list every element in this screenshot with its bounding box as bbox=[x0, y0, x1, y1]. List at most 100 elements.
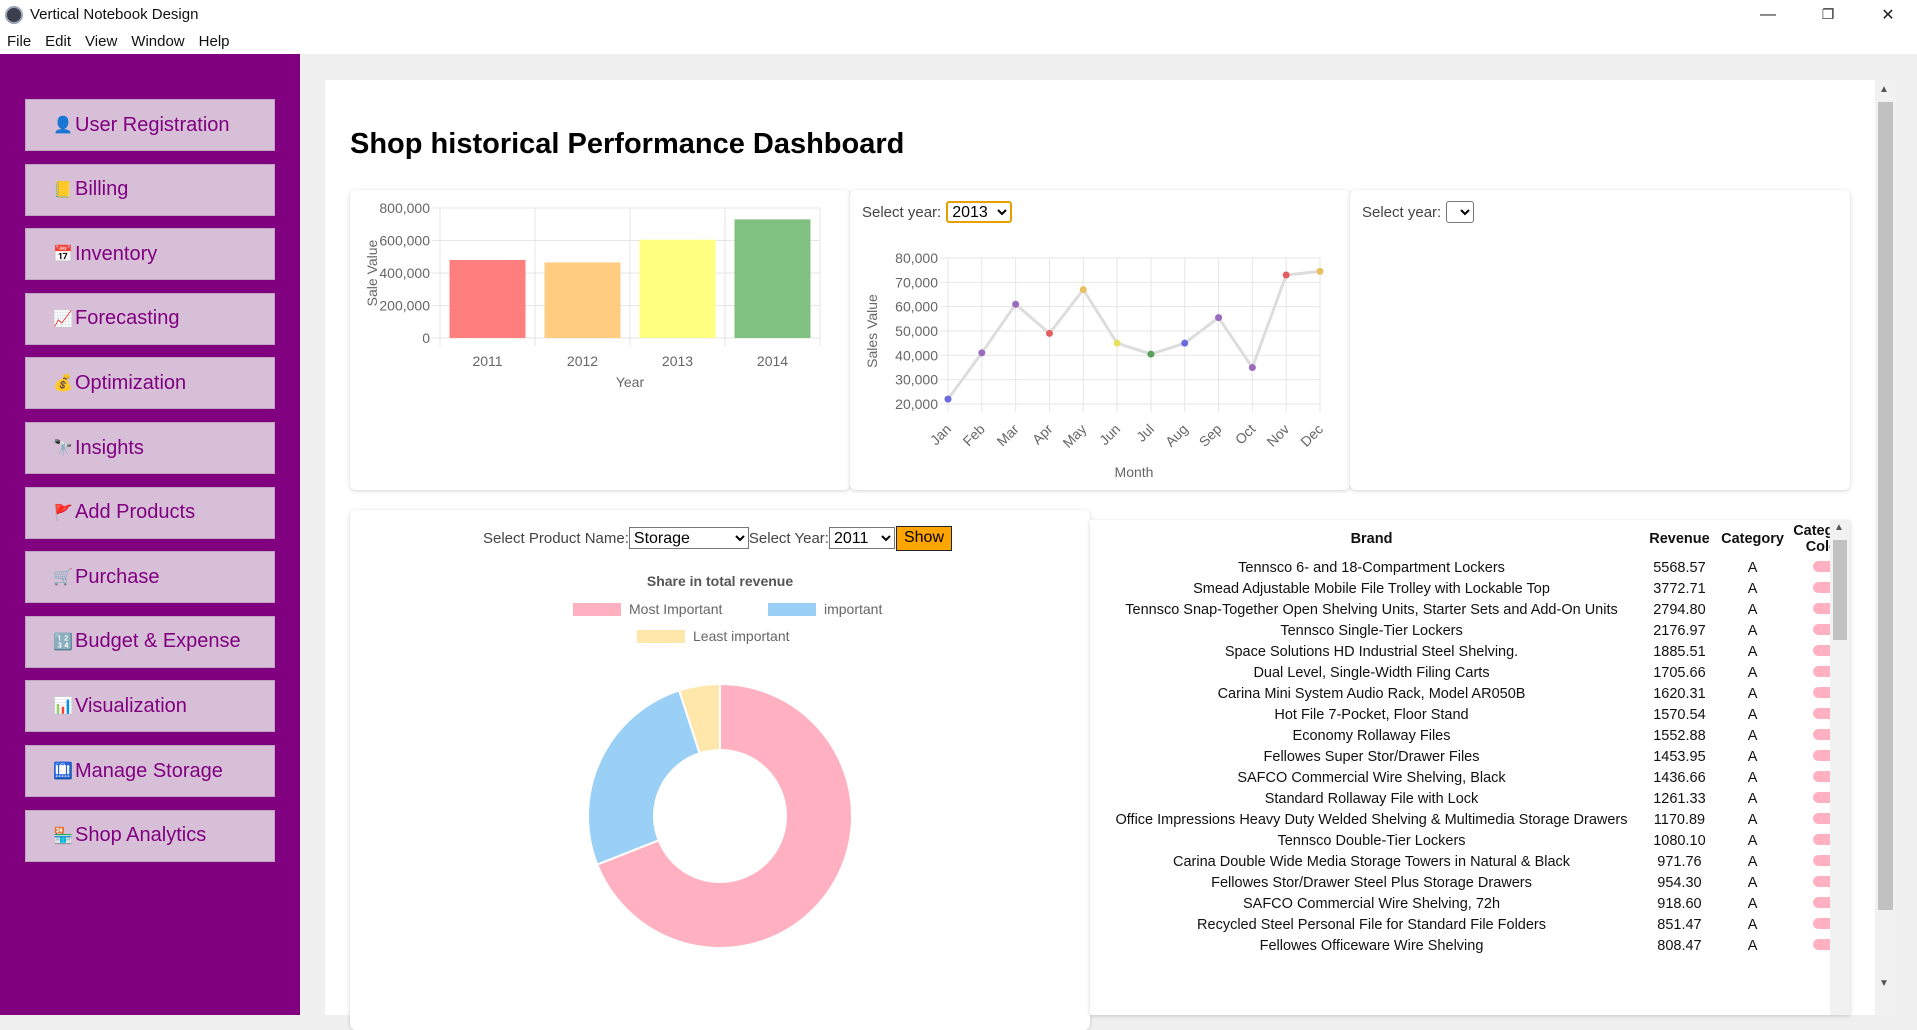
menu-help[interactable]: Help bbox=[198, 33, 230, 50]
select-product-label: Select Product Name: bbox=[483, 529, 629, 547]
brand-cell: Dual Level, Single-Width Filing Carts bbox=[1253, 665, 1490, 681]
year-select[interactable]: 2013 bbox=[946, 201, 1013, 223]
sidebar-item-inventory[interactable]: 📅 Inventory bbox=[25, 228, 275, 281]
category-color-swatch bbox=[1812, 792, 1837, 803]
revenue-cell: 1170.89 bbox=[1653, 812, 1706, 828]
sidebar-item-manage-storage[interactable]: 🛄 Manage Storage bbox=[25, 745, 275, 797]
sidebar-item-purchase[interactable]: 🛒 Purchase bbox=[25, 551, 275, 604]
sidebar-item-add-products[interactable]: 🚩 Add Products bbox=[25, 486, 275, 539]
revenue-cell: 971.76 bbox=[1657, 854, 1702, 870]
app-icon bbox=[5, 5, 23, 24]
page-scroll-down-icon[interactable]: ▼ bbox=[1879, 978, 1889, 989]
brand-cell: Tennsco Single-Tier Lockers bbox=[1280, 623, 1463, 639]
x-tick-label: Jun bbox=[1096, 421, 1123, 448]
revenue-cell: 1453.95 bbox=[1653, 749, 1706, 765]
category-cell: A bbox=[1747, 833, 1758, 849]
revenue-cell: 1552.88 bbox=[1653, 728, 1706, 744]
table-scroll-up-icon[interactable]: ▲ bbox=[1834, 522, 1844, 533]
x-tick-label: 2012 bbox=[567, 353, 598, 369]
menu-edit[interactable]: Edit bbox=[45, 33, 72, 50]
category-color-swatch bbox=[1812, 624, 1837, 635]
x-tick-label: Aug bbox=[1162, 421, 1191, 450]
table-row: Carina Mini System Audio Rack, Model AR0… bbox=[1102, 684, 1850, 705]
user-icon: 👤 bbox=[53, 117, 73, 134]
brand-cell: Space Solutions HD Industrial Steel Shel… bbox=[1224, 644, 1519, 660]
brand-cell: Economy Rollaway Files bbox=[1292, 728, 1451, 744]
product-filter: Select Product Name: Storage Select Year… bbox=[483, 525, 952, 551]
point-Jan bbox=[944, 395, 952, 403]
sidebar-item-label: Add Products bbox=[75, 501, 196, 524]
point-May bbox=[1079, 286, 1087, 294]
product-select[interactable]: Storage bbox=[628, 527, 749, 549]
category-color-swatch bbox=[1812, 582, 1837, 593]
page-scrollbar[interactable]: ▲ ▼ bbox=[1875, 80, 1895, 1015]
menu-window[interactable]: Window bbox=[131, 33, 185, 50]
bar-2014 bbox=[734, 219, 811, 338]
sidebar-item-budget-expense[interactable]: 🔢 Budget & Expense bbox=[25, 615, 275, 668]
sidebar-item-label: Budget & Expense bbox=[75, 630, 241, 653]
sidebar-item-insights[interactable]: 🔭 Insights bbox=[25, 422, 275, 474]
table-scroll-thumb[interactable] bbox=[1833, 540, 1847, 640]
menu-file[interactable]: File bbox=[7, 33, 32, 50]
cart-icon: 🛒 bbox=[53, 569, 73, 587]
donut-slice-least-important bbox=[677, 682, 721, 755]
revenue-cell: 954.30 bbox=[1657, 875, 1702, 891]
revenue-header: Revenue bbox=[1649, 531, 1710, 547]
close-button[interactable]: ✕ bbox=[1881, 6, 1895, 24]
category-color-swatch bbox=[1812, 897, 1837, 908]
yearly-sales-bar-chart: 0 200,000 400,000 600,000 800,000 2011 2012 201… bbox=[364, 200, 821, 390]
category-color-swatch bbox=[1812, 834, 1837, 845]
category-color-cell bbox=[1787, 789, 1850, 810]
table-header-row: Brand Revenue Category Category Color bbox=[1102, 520, 1850, 558]
sidebar-item-label: User Registration bbox=[75, 113, 230, 136]
minimize-button[interactable]: — bbox=[1760, 5, 1776, 23]
donut-slice-most-important bbox=[595, 682, 853, 949]
revenue-cell: 918.60 bbox=[1657, 896, 1702, 912]
maximize-button[interactable]: ❐ bbox=[1821, 6, 1835, 22]
point-Feb bbox=[978, 349, 986, 357]
sidebar-item-label: Manage Storage bbox=[75, 759, 223, 782]
category-cell: A bbox=[1747, 875, 1758, 891]
table-row: Space Solutions HD Industrial Steel Shel… bbox=[1102, 642, 1850, 663]
y-tick-label: 600,000 bbox=[379, 233, 430, 249]
year-select-3[interactable]: 2011 bbox=[828, 527, 895, 549]
category-color-swatch bbox=[1812, 687, 1837, 698]
show-button[interactable]: Show bbox=[895, 525, 952, 551]
table-row: Economy Rollaway Files 1552.88 A bbox=[1102, 726, 1850, 747]
legend-swatch bbox=[768, 603, 816, 616]
category-color-swatch bbox=[1812, 561, 1837, 572]
donut-slice-important bbox=[587, 689, 701, 866]
category-color-cell bbox=[1787, 747, 1850, 768]
page-scroll-up-icon[interactable]: ▲ bbox=[1879, 84, 1889, 95]
revenue-cell: 2794.80 bbox=[1653, 602, 1706, 618]
sidebar-item-forecasting[interactable]: 📈 Forecasting bbox=[25, 292, 275, 345]
x-axis-label: Year bbox=[616, 374, 645, 390]
category-color-cell bbox=[1787, 831, 1850, 852]
category-color-cell bbox=[1787, 852, 1850, 873]
menu-view[interactable]: View bbox=[85, 33, 118, 50]
year-select-2[interactable] bbox=[1446, 201, 1475, 223]
brand-cell: Tennsco 6- and 18-Compartment Lockers bbox=[1238, 560, 1505, 576]
sidebar-item-billing[interactable]: 📒 Billing bbox=[25, 163, 275, 216]
point-Apr bbox=[1045, 329, 1053, 337]
category-color-cell bbox=[1787, 558, 1850, 579]
point-Jun bbox=[1113, 339, 1121, 347]
sidebar-item-visualization[interactable]: 📊 Visualization bbox=[25, 680, 275, 733]
category-color-cell bbox=[1787, 684, 1850, 705]
category-color-cell bbox=[1787, 936, 1850, 957]
sidebar-item-shop-analytics[interactable]: 🏪 Shop Analytics bbox=[25, 809, 275, 862]
x-tick-label: May bbox=[1059, 421, 1089, 451]
brand-cell: Office Impressions Heavy Duty Welded She… bbox=[1115, 812, 1628, 828]
revenue-cell: 1885.51 bbox=[1653, 644, 1706, 660]
point-Mar bbox=[1012, 300, 1020, 308]
sidebar-item-optimization[interactable]: 💰 Optimization bbox=[25, 357, 275, 410]
page-scroll-thumb[interactable] bbox=[1878, 102, 1893, 910]
category-color-cell bbox=[1787, 810, 1850, 831]
y-tick-label: 40,000 bbox=[895, 347, 938, 363]
table-scrollbar[interactable]: ▲ bbox=[1830, 520, 1850, 1015]
bar-chart-icon: 📊 bbox=[53, 698, 73, 716]
sidebar-item-user-registration[interactable]: 👤 User Registration bbox=[25, 99, 275, 151]
category-cell: A bbox=[1747, 791, 1758, 807]
y-tick-label: 30,000 bbox=[895, 372, 938, 388]
category-color-cell bbox=[1787, 600, 1850, 621]
